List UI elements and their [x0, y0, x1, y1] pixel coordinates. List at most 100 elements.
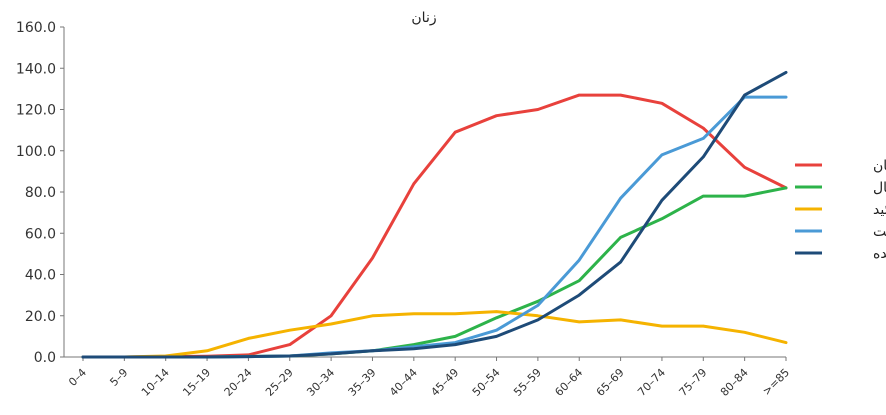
legend-label: پستان: [873, 158, 886, 174]
y-tick-label: 100.0: [16, 144, 56, 160]
data-point: [247, 337, 250, 340]
data-point: [536, 108, 540, 111]
legend-item: معده: [795, 246, 886, 262]
legend-item: پوست: [795, 224, 886, 240]
data-point: [412, 182, 416, 185]
data-point: [784, 95, 788, 99]
x-tick-label: 40–44: [387, 366, 420, 399]
legend-label: تیروئید: [873, 202, 886, 218]
data-point: [453, 130, 457, 134]
data-point: [619, 196, 622, 200]
y-tick-label: 80.0: [25, 185, 56, 201]
data-point: [536, 318, 540, 322]
series-line: [81, 70, 788, 359]
data-point: [288, 354, 291, 358]
data-point: [329, 314, 333, 317]
data-point: [329, 322, 333, 326]
y-tick-label: 20.0: [25, 309, 56, 325]
x-tick-label: 70–74: [635, 366, 668, 399]
data-point: [412, 347, 416, 350]
x-tick-label: 25–29: [263, 366, 296, 399]
x-tick-label: 30–34: [304, 366, 337, 399]
x-tick-label: 50–54: [470, 366, 503, 399]
series-lines: [81, 70, 788, 359]
axes: 0.0 20.0 40.0 60.0 80.0 100.0 120.0 140.0 160.0 0…: [16, 20, 792, 399]
data-point: [495, 316, 498, 320]
data-point: [536, 314, 540, 317]
x-tick-label: 75–79: [677, 366, 710, 399]
y-tick-label: 120.0: [16, 103, 56, 119]
x-tick-label: 45–49: [428, 366, 461, 399]
series-line: [81, 186, 788, 359]
data-point: [247, 355, 250, 358]
data-point: [702, 126, 705, 130]
data-point: [371, 256, 374, 260]
legend-label: پوست: [873, 224, 886, 240]
data-point: [578, 93, 581, 97]
data-point: [702, 155, 705, 159]
data-point: [371, 314, 374, 317]
data-point: [702, 194, 705, 198]
data-point: [329, 352, 333, 356]
data-point: [371, 349, 374, 353]
y-tick-label: 40.0: [25, 268, 56, 284]
x-tick-label: >=85: [760, 366, 792, 398]
data-point: [743, 331, 746, 334]
series-line: [81, 310, 788, 359]
data-point: [660, 217, 664, 221]
x-tick-label: 0–4: [66, 366, 89, 389]
data-point: [660, 199, 664, 202]
data-point: [495, 328, 498, 332]
x-tick-label: 15–19: [180, 366, 213, 399]
legend: پستان کلورکتال تیروئید پوست معده: [795, 158, 886, 262]
data-point: [743, 166, 746, 169]
data-point: [495, 114, 498, 117]
data-point: [81, 355, 85, 359]
legend-label: کلورکتال: [873, 180, 886, 196]
data-point: [619, 318, 622, 322]
data-point: [702, 137, 705, 140]
data-point: [453, 312, 457, 315]
chart-title: زنان: [411, 10, 436, 26]
data-point: [495, 335, 498, 338]
data-point: [619, 260, 622, 264]
x-tick-label: 10–14: [139, 366, 172, 399]
data-point: [578, 279, 581, 282]
data-point: [412, 312, 416, 315]
x-tick-label: 65–69: [594, 366, 627, 399]
data-point: [536, 304, 540, 307]
series-line: [81, 95, 788, 359]
data-point: [205, 355, 209, 359]
x-tick-label: 5–9: [107, 366, 130, 389]
series-2: [81, 186, 788, 359]
data-point: [288, 343, 291, 346]
x-tick-label: 80–84: [718, 366, 751, 399]
data-point: [743, 194, 746, 198]
x-tick-label: 20–24: [222, 366, 255, 399]
legend-label: معده: [873, 246, 886, 262]
data-point: [205, 349, 209, 353]
data-point: [702, 324, 705, 328]
series-1: [81, 93, 788, 359]
data-point: [660, 153, 664, 157]
series-line: [81, 93, 788, 359]
data-point: [619, 236, 622, 239]
legend-item: تیروئید: [795, 202, 886, 218]
data-point: [495, 310, 498, 313]
x-tick-label: 55–59: [511, 366, 544, 399]
data-point: [743, 93, 746, 97]
data-point: [660, 324, 664, 328]
data-point: [578, 320, 581, 324]
data-point: [784, 186, 788, 190]
data-point: [536, 300, 540, 303]
data-point: [784, 341, 788, 344]
y-tick-label: 160.0: [16, 20, 56, 36]
y-tick-label: 140.0: [16, 61, 56, 77]
series-3: [81, 310, 788, 359]
legend-item: کلورکتال: [795, 180, 886, 196]
data-point: [578, 258, 581, 262]
x-tick-label: 35–39: [346, 366, 379, 399]
data-point: [288, 328, 291, 332]
